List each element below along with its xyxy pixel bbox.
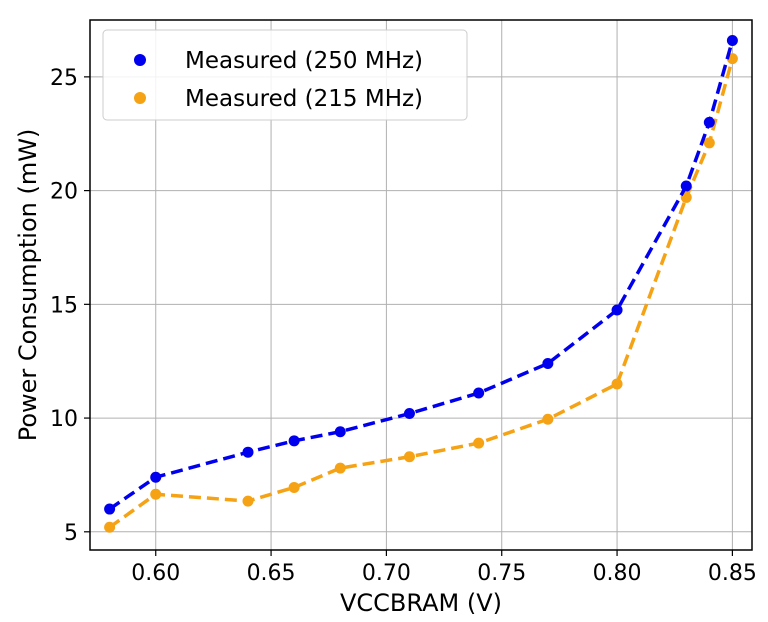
data-point-250mhz <box>288 435 300 447</box>
data-point-215mhz <box>473 437 485 449</box>
series-layer <box>104 34 738 533</box>
y-axis-label: Power Consumption (mW) <box>14 129 42 442</box>
legend-marker-215mhz <box>134 92 146 104</box>
x-axis-ticks: 0.60 0.65 0.70 0.75 0.80 0.85 <box>131 550 757 586</box>
x-tick-label: 0.80 <box>593 561 642 586</box>
x-tick-label: 0.85 <box>708 561 757 586</box>
data-point-250mhz <box>680 180 692 192</box>
x-tick-label: 0.70 <box>362 561 411 586</box>
data-point-250mhz <box>242 446 254 458</box>
y-tick-label: 5 <box>64 521 78 546</box>
y-tick-label: 15 <box>50 293 78 318</box>
legend-label-250mhz: Measured (250 MHz) <box>185 48 423 74</box>
y-tick-label: 25 <box>50 66 78 91</box>
data-point-250mhz <box>104 503 116 515</box>
data-point-215mhz <box>150 488 162 500</box>
data-point-215mhz <box>680 191 692 203</box>
data-point-215mhz <box>542 413 554 425</box>
data-point-250mhz <box>150 471 162 483</box>
x-tick-label: 0.75 <box>477 561 526 586</box>
data-point-250mhz <box>611 304 623 316</box>
plot-frame <box>89 19 753 551</box>
data-point-250mhz <box>703 116 715 128</box>
x-tick-label: 0.60 <box>131 561 180 586</box>
data-point-250mhz <box>542 357 554 369</box>
x-axis-label: VCCBRAM (V) <box>340 589 502 617</box>
data-point-250mhz <box>473 387 485 399</box>
data-point-250mhz <box>403 408 415 420</box>
series-line-250mhz <box>108 39 735 511</box>
data-point-250mhz <box>726 34 738 46</box>
y-tick-label: 10 <box>50 407 78 432</box>
y-axis-ticks: 5 10 15 20 25 <box>50 66 90 546</box>
data-point-215mhz <box>403 451 415 463</box>
data-point-215mhz <box>288 481 300 493</box>
data-point-215mhz <box>703 137 715 149</box>
data-point-250mhz <box>334 426 346 438</box>
data-point-215mhz <box>104 521 116 533</box>
y-tick-label: 20 <box>50 180 78 205</box>
legend-label-215mhz: Measured (215 MHz) <box>185 86 423 112</box>
data-point-215mhz <box>334 462 346 474</box>
legend-box <box>102 29 468 121</box>
x-tick-label: 0.65 <box>247 561 296 586</box>
data-point-215mhz <box>611 378 623 390</box>
legend: Measured (250 MHz) Measured (215 MHz) <box>102 29 468 121</box>
data-point-215mhz <box>242 495 254 507</box>
legend-marker-250mhz <box>134 54 146 66</box>
series-line-215mhz <box>108 58 735 529</box>
